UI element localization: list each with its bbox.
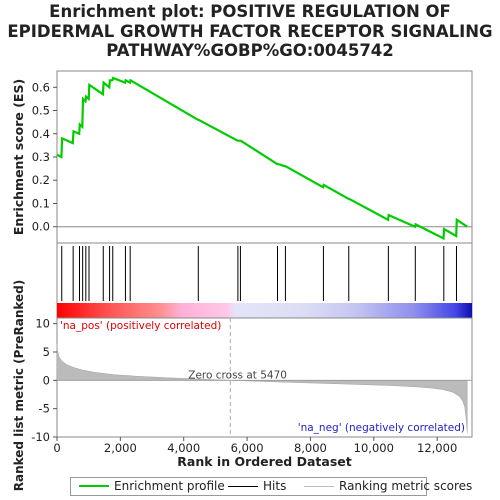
x-tick-label: 12,000 <box>417 441 457 455</box>
zero-cross-label: Zero cross at 5470 <box>188 369 287 381</box>
x-tick-label: 10,000 <box>354 441 394 455</box>
es-y-tick-label: 0.1 <box>32 196 50 210</box>
legend-swatch-gray <box>304 485 334 487</box>
chart-title: Enrichment plot: POSITIVE REGULATION OF … <box>0 2 500 61</box>
enrichment-panel: 0.0 0.1 0.2 0.3 0.4 0.5 0.6 Enrichment score (E… <box>11 70 473 244</box>
x-tick-label: 2,000 <box>104 441 137 455</box>
hits-panel <box>56 242 473 319</box>
legend-item-enrichment-profile: Enrichment profile <box>79 479 225 493</box>
legend-label: Ranking metric scores <box>339 479 473 493</box>
x-axis-label: Rank in Ordered Dataset <box>177 454 351 469</box>
metric-y-tick-label: 0 <box>43 373 50 387</box>
x-tick-label: 6,000 <box>231 441 264 455</box>
x-tick-label: 4,000 <box>167 441 200 455</box>
metric-y-tick-label: -10 <box>31 430 50 444</box>
title-line-3: PATHWAY%GOBP%GO:0045742 <box>106 41 394 60</box>
metric-y-axis-label: Ranked list metric (PreRanked) <box>12 280 26 492</box>
metric-y-tick-label: -5 <box>39 402 50 416</box>
legend: Enrichment profile Hits Ranking metric s… <box>70 477 472 496</box>
title-line-2: EPIDERMAL GROWTH FACTOR RECEPTOR SIGNALI… <box>7 21 493 41</box>
ranked-metric-panel: Zero cross at 5470 'na_pos' (positively c… <box>12 280 473 492</box>
es-y-tick-label: 0.2 <box>32 173 50 187</box>
legend-swatch-green <box>79 485 109 487</box>
legend-label: Enrichment profile <box>114 479 225 493</box>
x-tick-label: 0 <box>53 441 60 455</box>
es-y-tick-label: 0.5 <box>32 104 50 118</box>
legend-item-ranking-metric: Ranking metric scores <box>304 479 472 493</box>
es-y-tick-label: 0.0 <box>32 220 50 234</box>
enrichment-profile-line <box>56 76 468 241</box>
title-line-1: Enrichment plot: POSITIVE REGULATION OF <box>49 2 451 21</box>
pos-correlated-label: 'na_pos' (positively correlated) <box>60 320 221 332</box>
neg-correlated-label: 'na_neg' (negatively correlated) <box>298 422 465 434</box>
es-y-tick-label: 0.6 <box>32 80 50 94</box>
metric-y-tick-label: 5 <box>43 345 50 359</box>
es-y-axis-label: Enrichment score (ES) <box>11 79 26 235</box>
legend-label: Hits <box>263 479 287 493</box>
x-tick-label: 8,000 <box>294 441 327 455</box>
metric-y-tick-label: 10 <box>35 317 50 331</box>
ranking-metric-area <box>56 344 468 434</box>
es-y-tick-label: 0.4 <box>32 127 50 141</box>
es-y-tick-label: 0.3 <box>32 150 50 164</box>
legend-swatch-black <box>228 485 258 487</box>
legend-item-hits: Hits <box>228 479 286 493</box>
rank-color-bar <box>57 303 472 318</box>
